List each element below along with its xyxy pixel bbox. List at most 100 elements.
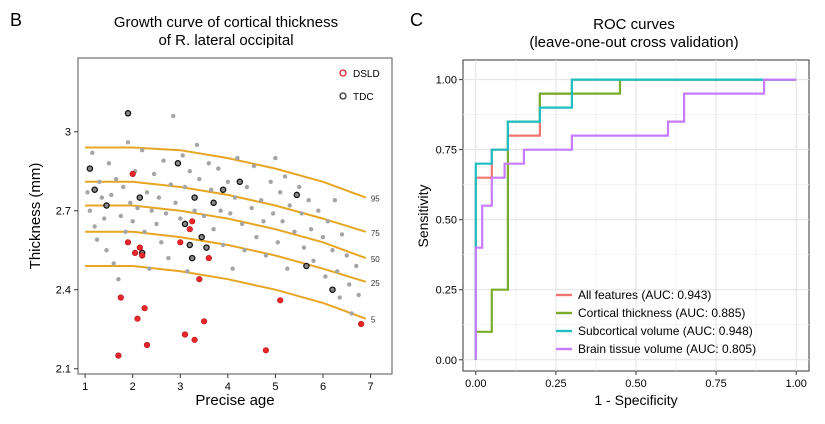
point-tdc-79 xyxy=(306,198,311,203)
roc-line-2 xyxy=(474,78,797,360)
y-tick-label-0: 2.1 xyxy=(56,364,71,376)
point-tdc-15 xyxy=(121,184,126,190)
point-tdc-57 xyxy=(239,221,245,227)
point-tdc-8 xyxy=(104,248,109,253)
percentile-label-50: 50 xyxy=(371,255,380,264)
point-tdc-highlighted-3 xyxy=(124,110,132,117)
point-tdc-26 xyxy=(149,208,154,213)
panel-b-title: Growth curve of cortical thickness xyxy=(114,14,338,31)
point-tdc-45 xyxy=(201,213,207,219)
point-tdc-highlighted-10 xyxy=(191,194,198,201)
point-tdc-16 xyxy=(123,229,128,234)
panel-c-subtitle: (leave-one-out cross validation) xyxy=(529,34,738,51)
point-dsld-9 xyxy=(143,341,151,349)
point-tdc-3 xyxy=(92,224,97,229)
point-tdc-29 xyxy=(156,195,162,200)
point-tdc-40 xyxy=(185,269,190,274)
panel-c: C ROC curves (leave-one-out cross valida… xyxy=(410,10,810,408)
x-tick-label-4: 4 xyxy=(225,381,231,393)
point-tdc-52 xyxy=(225,179,231,184)
point-tdc-53 xyxy=(228,211,233,216)
point-tdc-41 xyxy=(187,169,192,174)
c-x-tick-label-3: 0.75 xyxy=(705,378,726,390)
point-tdc-highlighted-7 xyxy=(181,220,189,228)
point-dsld-7 xyxy=(139,252,146,259)
point-dsld-19 xyxy=(277,297,284,304)
y-tick-label-2: 2.7 xyxy=(56,206,71,218)
point-tdc-highlighted-14 xyxy=(219,186,227,193)
percentile-label-5: 5 xyxy=(371,316,376,325)
point-tdc-37 xyxy=(178,216,183,221)
c-x-tick-label-0: 0.00 xyxy=(465,378,486,390)
point-tdc-74 xyxy=(287,203,292,208)
point-tdc-70 xyxy=(278,190,283,195)
panel-c-legend: All features (AUC: 0.943) Cortical thickn… xyxy=(556,288,756,356)
point-dsld-16 xyxy=(201,318,208,325)
x-tick-label-5: 5 xyxy=(272,381,278,393)
panel-b-curves xyxy=(85,146,367,320)
point-tdc-75 xyxy=(292,229,297,234)
point-tdc-10 xyxy=(109,192,114,198)
point-tdc-18 xyxy=(128,200,133,205)
panel-b-subtitle: of R. lateral occipital xyxy=(158,32,293,49)
point-dsld-5 xyxy=(134,315,141,322)
point-tdc-highlighted-2 xyxy=(103,202,110,209)
panel-b-x-ticks: 1 2 3 4 5 6 7 xyxy=(82,374,374,393)
point-tdc-65 xyxy=(263,253,269,258)
point-tdc-90 xyxy=(339,232,345,237)
point-dsld-12 xyxy=(186,226,193,233)
point-tdc-highlighted-13 xyxy=(210,199,217,207)
point-tdc-35 xyxy=(171,113,176,119)
legend-tdc-marker xyxy=(339,92,347,100)
point-dsld-4 xyxy=(132,249,139,256)
point-dsld-2 xyxy=(124,239,132,246)
point-tdc-46 xyxy=(206,161,211,166)
point-tdc-highlighted-11 xyxy=(198,233,205,241)
percentile-curve-75 xyxy=(85,180,367,233)
point-tdc-highlighted-12 xyxy=(203,244,210,251)
roc-line-3 xyxy=(474,78,797,360)
legend-dsld-label: DSLD xyxy=(353,69,380,80)
point-tdc-32 xyxy=(163,211,169,216)
x-tick-label-2: 2 xyxy=(130,381,136,393)
percentile-label-75: 75 xyxy=(371,229,380,238)
point-tdc-24 xyxy=(144,190,150,195)
point-tdc-43 xyxy=(194,142,200,148)
point-tdc-84 xyxy=(323,274,328,279)
point-tdc-19 xyxy=(130,219,135,224)
panel-c-x-axis-label: 1 - Specificity xyxy=(594,392,677,408)
point-dsld-8 xyxy=(141,305,148,312)
point-tdc-67 xyxy=(270,211,276,216)
c-x-tick-label-2: 0.50 xyxy=(625,378,646,390)
point-tdc-95 xyxy=(356,292,361,298)
x-tick-label-3: 3 xyxy=(177,381,183,393)
point-tdc-78 xyxy=(301,245,307,250)
point-dsld-15 xyxy=(196,276,203,283)
point-tdc-22 xyxy=(140,148,145,153)
point-tdc-85 xyxy=(325,219,330,224)
point-tdc-68 xyxy=(273,155,278,161)
x-tick-label-7: 7 xyxy=(368,381,374,393)
point-tdc-87 xyxy=(332,198,338,203)
point-tdc-9 xyxy=(106,161,112,166)
panel-c-title: ROC curves xyxy=(593,16,675,33)
point-tdc-36 xyxy=(173,200,178,205)
point-tdc-6 xyxy=(99,195,105,200)
percentile-curve-5 xyxy=(85,265,367,320)
legend-tdc-label: TDC xyxy=(353,92,374,103)
point-tdc-44 xyxy=(197,176,202,182)
point-tdc-5 xyxy=(97,179,102,184)
x-tick-label-6: 6 xyxy=(320,381,326,393)
panel-b-curve-labels: 95 75 50 25 5 xyxy=(371,195,380,325)
point-tdc-39 xyxy=(182,184,188,190)
percentile-label-95: 95 xyxy=(371,195,380,204)
panel-b-y-ticks: 2.1 2.4 2.7 3 xyxy=(56,127,78,376)
panel-b-plot-area xyxy=(77,57,393,375)
point-tdc-highlighted-4 xyxy=(136,194,144,201)
point-tdc-62 xyxy=(254,234,259,240)
point-tdc-77 xyxy=(299,211,304,216)
c-y-tick-label-4: 1.00 xyxy=(436,75,457,87)
c-x-tick-label-4: 1.00 xyxy=(785,378,806,390)
panel-b: B Growth curve of cortical thickness of … xyxy=(10,10,393,409)
